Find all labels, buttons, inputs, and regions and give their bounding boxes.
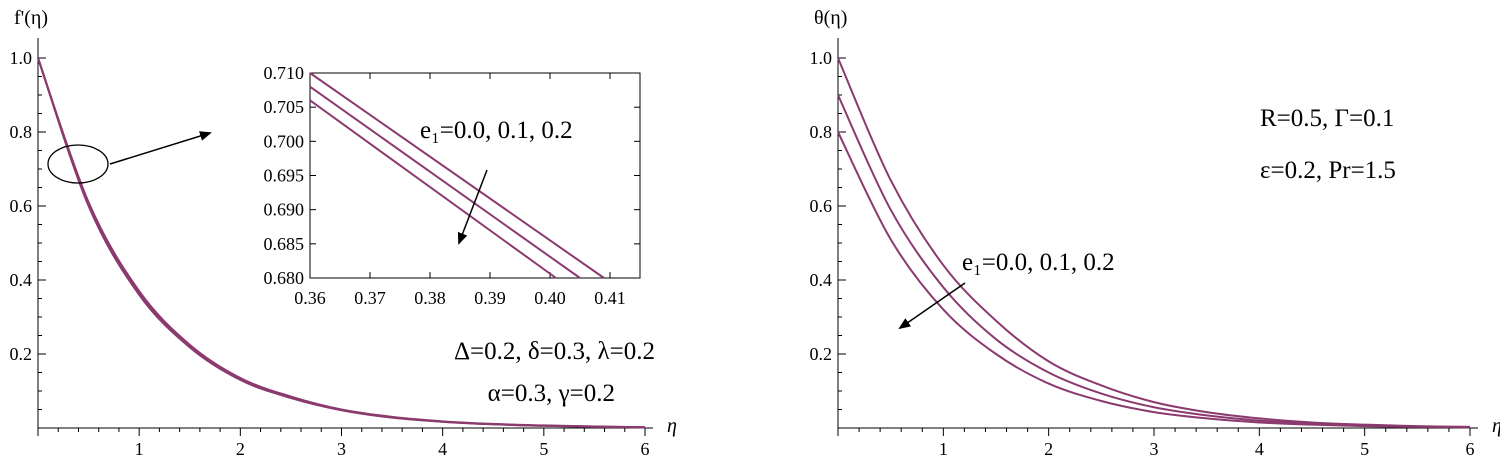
inset-arrow (457, 169, 488, 245)
chart-left: 1 2 3 4 5 6 0.2 0.4 0.6 0.8 1.0 f'(η) η Δ=0.2, δ=0.3,… (10, 7, 678, 459)
y-tick-label: 0.6 (10, 196, 33, 216)
x-tick-label: 5 (1360, 439, 1369, 459)
y-axis-label: f'(η) (14, 7, 48, 29)
x-tick-label: 3 (337, 439, 346, 459)
params-line-2: ε=0.2, Pr=1.5 (1260, 157, 1396, 184)
x-tick-label: 3 (1150, 439, 1159, 459)
x-tick-label: 5 (539, 439, 548, 459)
inset-y-tick-label: 0.685 (264, 234, 305, 254)
y-tick-label: 0.6 (810, 196, 833, 216)
x-tick-label: 2 (1044, 439, 1053, 459)
x-tick-label: 4 (438, 439, 447, 459)
inset-y-tick-label: 0.710 (264, 63, 305, 83)
x-tick-label: 1 (939, 439, 948, 459)
x-tick-label: 4 (1255, 439, 1264, 459)
zoom-ellipse (47, 144, 109, 184)
inset-x-tick-label: 0.36 (294, 288, 326, 308)
x-tick-label: 2 (236, 439, 245, 459)
param-label: e₁=0.0, 0.1, 0.2 (962, 249, 1115, 276)
inset-y-tick-label: 0.700 (264, 131, 305, 151)
y-tick-label: 0.2 (10, 344, 33, 364)
y-tick-label: 0.2 (810, 344, 833, 364)
x-tick-label: 6 (1466, 439, 1475, 459)
inset-y-tick-label: 0.690 (264, 200, 305, 220)
inset-y-tick-label: 0.695 (264, 166, 305, 186)
x-axis-label: η (667, 415, 677, 437)
params-line-2: α=0.3, γ=0.2 (488, 380, 615, 407)
series-line-1 (837, 94, 1471, 429)
inset-chart: 0.36 0.37 0.38 0.39 0.40 0.41 0.680 0.685 0.690 0… (264, 63, 641, 308)
y-tick-label: 1.0 (810, 48, 833, 68)
y-tick-label: 0.8 (810, 122, 833, 142)
y-tick-label: 1.0 (10, 48, 33, 68)
inset-y-tick-label: 0.705 (264, 97, 305, 117)
inset-x-tick-label: 0.41 (594, 288, 626, 308)
y-tick-label: 0.4 (810, 270, 833, 290)
inset-param-label: e₁=0.0, 0.1, 0.2 (420, 117, 573, 144)
inset-series-line-0 (309, 72, 605, 279)
series-line-2 (837, 131, 1471, 429)
x-tick-label: 6 (641, 439, 650, 459)
inset-x-tick-label: 0.37 (354, 288, 386, 308)
chart-right: 1 2 3 4 5 6 0.2 0.4 0.6 0.8 1.0 θ(η) η R=0.5, Γ=0.1 ε=… (810, 7, 1500, 459)
y-tick-label: 0.8 (10, 122, 33, 142)
inset-y-tick-label: 0.680 (264, 268, 305, 288)
y-axis-label: θ(η) (814, 7, 847, 29)
y-tick-label: 0.4 (10, 270, 33, 290)
inset-frame (309, 72, 641, 279)
inset-series-line-1 (309, 85, 581, 279)
inset-x-tick-label: 0.40 (534, 288, 566, 308)
x-tick-label: 1 (135, 439, 144, 459)
zoom-arrow (109, 131, 212, 165)
inset-x-tick-label: 0.38 (414, 288, 446, 308)
params-line-1: Δ=0.2, δ=0.3, λ=0.2 (454, 338, 655, 365)
param-arrow (898, 282, 966, 330)
params-line-1: R=0.5, Γ=0.1 (1260, 105, 1394, 132)
inset-series-line-2 (309, 99, 557, 279)
x-axis-label: η (1492, 415, 1500, 437)
series-line-2 (37, 57, 646, 429)
inset-x-tick-label: 0.39 (474, 288, 506, 308)
